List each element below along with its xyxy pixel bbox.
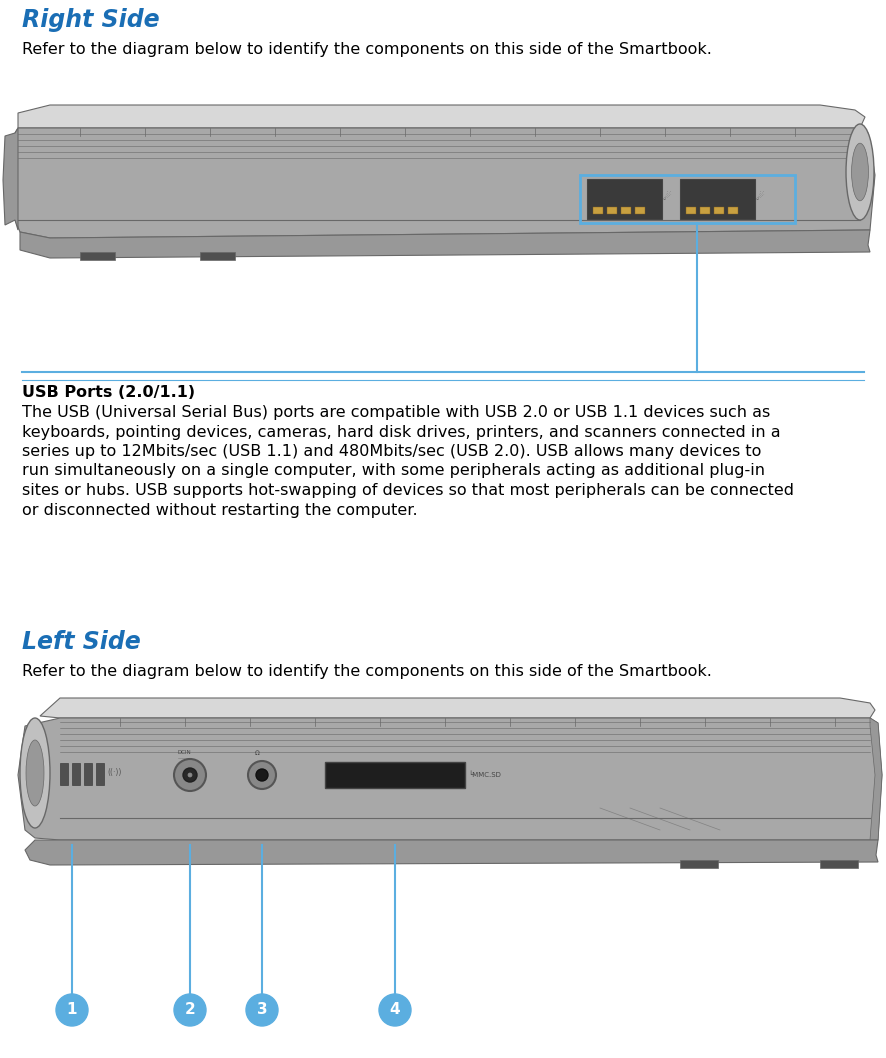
Text: keyboards, pointing devices, cameras, hard disk drives, printers, and scanners c: keyboards, pointing devices, cameras, ha…	[22, 424, 781, 439]
Text: or disconnected without restarting the computer.: or disconnected without restarting the c…	[22, 503, 417, 517]
Bar	[84, 763, 92, 785]
Polygon shape	[15, 128, 875, 238]
Text: Ω: Ω	[254, 751, 260, 756]
Circle shape	[174, 759, 206, 791]
Bar	[607, 207, 617, 214]
Circle shape	[56, 995, 88, 1026]
Text: series up to 12Mbits/sec (USB 1.1) and 480Mbits/sec (USB 2.0). USB allows many d: series up to 12Mbits/sec (USB 1.1) and 4…	[22, 444, 761, 459]
Ellipse shape	[26, 740, 44, 806]
Ellipse shape	[851, 143, 868, 201]
Circle shape	[188, 773, 192, 777]
Text: 3: 3	[257, 1003, 268, 1018]
Bar	[686, 207, 696, 214]
Circle shape	[379, 995, 411, 1026]
Bar	[325, 762, 465, 788]
Bar	[635, 207, 645, 214]
Text: └MMC.SD: └MMC.SD	[468, 771, 501, 779]
Bar	[714, 207, 724, 214]
Text: Refer to the diagram below to identify the components on this side of the Smartb: Refer to the diagram below to identify t…	[22, 42, 711, 57]
Text: ———: ———	[178, 756, 190, 760]
Bar	[200, 252, 235, 260]
Bar	[700, 207, 710, 214]
Text: 4: 4	[390, 1003, 400, 1018]
Text: 1: 1	[66, 1003, 77, 1018]
Bar	[96, 763, 104, 785]
Text: USB Ports (2.0/1.1): USB Ports (2.0/1.1)	[22, 385, 195, 400]
Circle shape	[246, 995, 278, 1026]
Text: Refer to the diagram below to identify the components on this side of the Smartb: Refer to the diagram below to identify t…	[22, 664, 711, 679]
Bar	[728, 207, 738, 214]
Bar	[621, 207, 631, 214]
Text: ☄: ☄	[756, 191, 765, 202]
Polygon shape	[18, 718, 882, 840]
Circle shape	[174, 995, 206, 1026]
Bar	[72, 763, 80, 785]
Text: Left Side: Left Side	[22, 630, 141, 654]
Bar	[80, 252, 115, 260]
Bar	[587, 179, 662, 219]
Polygon shape	[40, 698, 875, 718]
Circle shape	[183, 768, 197, 782]
Ellipse shape	[846, 124, 874, 220]
Bar	[680, 860, 718, 868]
Text: 2: 2	[184, 1003, 196, 1018]
Circle shape	[256, 769, 268, 781]
Bar	[680, 179, 755, 219]
Text: sites or hubs. USB supports hot-swapping of devices so that most peripherals can: sites or hubs. USB supports hot-swapping…	[22, 484, 794, 498]
Text: ((·)): ((·))	[108, 768, 122, 778]
Bar	[820, 860, 858, 868]
Polygon shape	[20, 230, 870, 258]
Text: Right Side: Right Side	[22, 8, 159, 32]
Text: ☄: ☄	[663, 191, 672, 202]
Bar	[593, 207, 603, 214]
Text: The USB (Universal Serial Bus) ports are compatible with USB 2.0 or USB 1.1 devi: The USB (Universal Serial Bus) ports are…	[22, 405, 770, 420]
Circle shape	[248, 761, 276, 789]
Polygon shape	[18, 105, 865, 128]
Polygon shape	[25, 840, 878, 865]
Polygon shape	[870, 718, 882, 840]
Polygon shape	[3, 128, 18, 230]
Ellipse shape	[20, 718, 50, 828]
Bar	[60, 763, 68, 785]
Text: run simultaneously on a single computer, with some peripherals acting as additio: run simultaneously on a single computer,…	[22, 463, 765, 478]
Text: DCIN: DCIN	[178, 750, 191, 755]
